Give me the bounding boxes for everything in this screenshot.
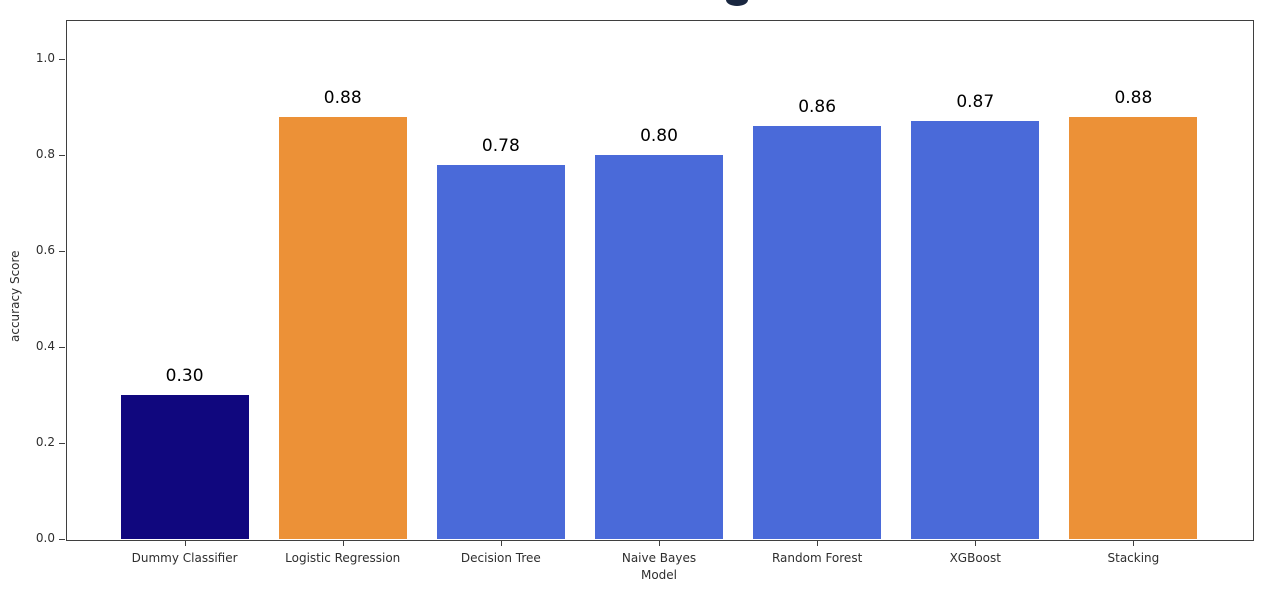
bar-value-label-stacking: 0.88 xyxy=(1114,87,1153,108)
y-tick-mark xyxy=(59,58,65,60)
y-axis-label: accuracy Score xyxy=(8,249,22,342)
x-tick-label-naive-bayes: Naive Bayes xyxy=(621,551,697,565)
x-tick-mark xyxy=(817,540,819,546)
bar-dummy-classifier xyxy=(120,394,249,539)
y-tick-label-0.2: 0.2 xyxy=(35,434,55,449)
x-tick-mark xyxy=(184,540,186,546)
x-tick-label-decision-tree: Decision Tree xyxy=(460,551,541,565)
bar-logistic-regression xyxy=(278,116,407,539)
bar-value-label-dummy-classifier: 0.30 xyxy=(165,365,204,386)
y-tick-mark xyxy=(59,346,65,348)
y-tick-mark xyxy=(59,250,65,252)
x-tick-label-random-forest: Random Forest xyxy=(771,551,863,565)
y-tick-label-0.4: 0.4 xyxy=(35,338,55,353)
y-tick-mark xyxy=(59,539,65,540)
x-tick-mark xyxy=(975,540,977,546)
bar-naive-bayes xyxy=(595,154,723,539)
y-tick-mark xyxy=(59,154,65,156)
bar-stacking xyxy=(1069,116,1198,539)
x-tick-mark xyxy=(1133,540,1135,546)
x-tick-label-logistic-regression: Logistic Regression xyxy=(285,551,401,565)
bar-value-label-random-forest: 0.86 xyxy=(798,97,837,118)
bar-decision-tree xyxy=(436,164,565,539)
y-tick-label-0.0: 0.0 xyxy=(35,531,55,545)
cropped-title-descender-glyph xyxy=(726,0,748,6)
x-tick-label-dummy-classifier: Dummy Classifier xyxy=(131,551,238,565)
x-tick-mark xyxy=(500,540,502,546)
y-tick-mark xyxy=(59,442,65,444)
y-tick-label-0.8: 0.8 xyxy=(35,146,55,161)
bar-value-label-xgboost: 0.87 xyxy=(956,92,995,113)
bar-value-label-naive-bayes: 0.80 xyxy=(640,125,678,146)
y-tick-label-1.0: 1.0 xyxy=(35,50,55,65)
y-tick-label-0.6: 0.6 xyxy=(35,242,55,257)
x-axis-label: Model xyxy=(640,568,678,582)
x-tick-label-xgboost: XGBoost xyxy=(949,551,1001,565)
bar-value-label-decision-tree: 0.78 xyxy=(481,135,520,156)
bar-xgboost xyxy=(911,121,1040,539)
bar-value-label-logistic-regression: 0.88 xyxy=(323,87,362,108)
x-tick-mark xyxy=(659,540,660,546)
x-tick-label-stacking: Stacking xyxy=(1107,551,1160,565)
x-tick-mark xyxy=(342,540,344,546)
bar-random-forest xyxy=(753,126,882,539)
